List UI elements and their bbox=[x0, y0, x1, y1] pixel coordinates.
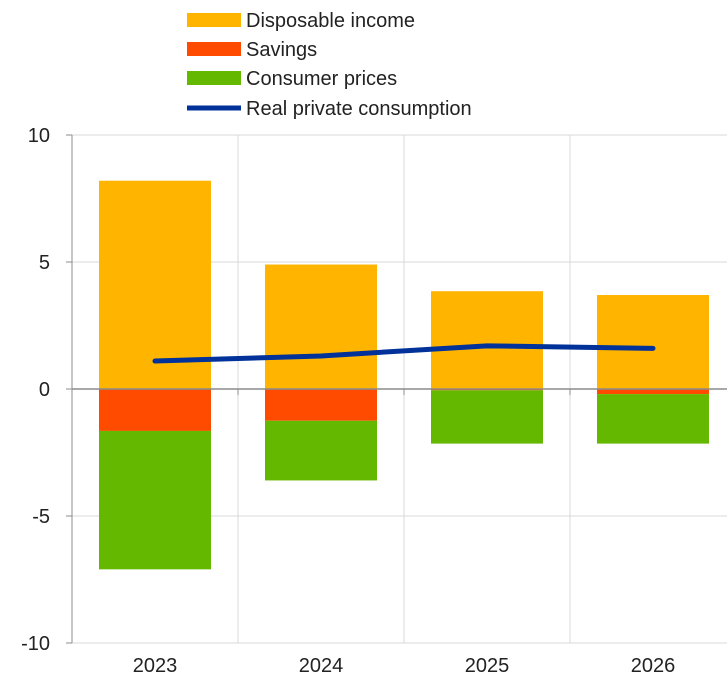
axes bbox=[66, 134, 727, 644]
y-tick-label-3: -5 bbox=[32, 506, 50, 528]
legend-item-consumer-prices: Consumer prices bbox=[187, 68, 397, 90]
line-real-private-consumption bbox=[152, 343, 656, 364]
legend-label-consumer-prices: Consumer prices bbox=[246, 68, 397, 90]
legend-swatch-savings bbox=[187, 42, 241, 56]
legend-label-savings: Savings bbox=[246, 39, 317, 61]
bar-disposable-income-2026 bbox=[597, 295, 709, 389]
bar-savings-2026 bbox=[597, 389, 709, 395]
legend-item-real-private-consumption: Real private consumption bbox=[187, 98, 472, 120]
legend-swatch-consumer-prices bbox=[187, 71, 241, 85]
bar-consumer-prices-2026 bbox=[597, 394, 709, 444]
legend-label-disposable-income: Disposable income bbox=[246, 10, 415, 32]
line-series bbox=[152, 343, 656, 364]
y-tick-label-2: 0 bbox=[39, 379, 50, 401]
axis-labels: 10 5 0 -5 -10 2023 2024 2025 2026 bbox=[21, 125, 675, 677]
x-tick-label-2023: 2023 bbox=[133, 655, 178, 677]
bars bbox=[99, 180, 709, 570]
legend-label-real-private-consumption: Real private consumption bbox=[246, 98, 472, 120]
y-tick-label-1: 5 bbox=[39, 252, 50, 274]
bar-disposable-income-2023 bbox=[99, 180, 211, 389]
x-tick-label-2024: 2024 bbox=[299, 655, 344, 677]
bar-savings-2024 bbox=[265, 389, 377, 421]
bar-consumer-prices-2024 bbox=[265, 420, 377, 481]
x-tick-label-2026: 2026 bbox=[631, 655, 676, 677]
legend: Disposable income Savings Consumer price… bbox=[187, 10, 472, 120]
legend-item-savings: Savings bbox=[187, 39, 317, 61]
bar-disposable-income-2024 bbox=[265, 264, 377, 389]
bar-savings-2023 bbox=[99, 389, 211, 431]
bar-consumer-prices-2025 bbox=[431, 390, 543, 444]
legend-swatch-disposable-income bbox=[187, 13, 241, 27]
legend-item-disposable-income: Disposable income bbox=[187, 10, 415, 32]
bar-disposable-income-2025 bbox=[431, 291, 543, 389]
bar-consumer-prices-2023 bbox=[99, 430, 211, 570]
y-tick-label-4: -10 bbox=[21, 633, 50, 655]
x-tick-label-2025: 2025 bbox=[465, 655, 510, 677]
y-tick-label-0: 10 bbox=[28, 125, 50, 147]
